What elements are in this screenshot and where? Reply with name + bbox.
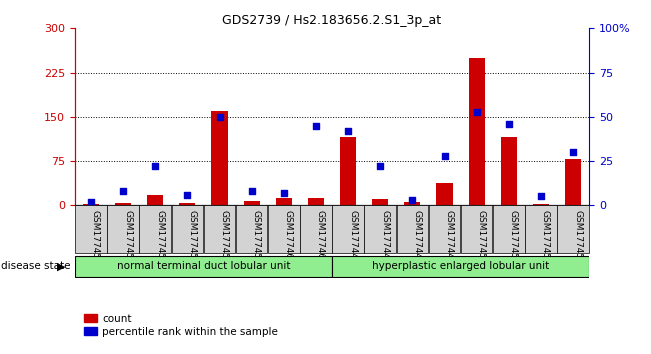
FancyBboxPatch shape <box>365 205 396 253</box>
Bar <box>179 203 195 205</box>
Text: GSM177456: GSM177456 <box>155 210 164 265</box>
Bar <box>212 111 228 205</box>
FancyBboxPatch shape <box>429 205 460 253</box>
Text: GSM177457: GSM177457 <box>187 210 197 265</box>
FancyBboxPatch shape <box>204 205 235 253</box>
Title: GDS2739 / Hs2.183656.2.S1_3p_at: GDS2739 / Hs2.183656.2.S1_3p_at <box>223 14 441 27</box>
Bar <box>436 183 452 205</box>
Text: disease state: disease state <box>1 261 71 271</box>
Bar <box>372 199 388 205</box>
FancyBboxPatch shape <box>493 205 525 253</box>
Bar <box>83 204 99 205</box>
Text: GSM177450: GSM177450 <box>477 210 486 265</box>
Point <box>311 123 321 129</box>
Point <box>343 128 353 134</box>
FancyBboxPatch shape <box>236 205 268 253</box>
FancyBboxPatch shape <box>300 205 332 253</box>
Bar <box>308 198 324 205</box>
Text: GSM177460: GSM177460 <box>284 210 293 265</box>
Point <box>214 114 225 120</box>
FancyBboxPatch shape <box>332 205 364 253</box>
Point <box>536 194 546 199</box>
Bar <box>147 195 163 205</box>
Point <box>407 197 417 203</box>
FancyBboxPatch shape <box>332 256 589 277</box>
FancyBboxPatch shape <box>139 205 171 253</box>
Text: GSM177455: GSM177455 <box>123 210 132 265</box>
FancyBboxPatch shape <box>557 205 589 253</box>
Bar <box>404 202 421 205</box>
Bar <box>115 203 131 205</box>
FancyBboxPatch shape <box>172 205 203 253</box>
Point <box>86 199 96 205</box>
Text: GSM177447: GSM177447 <box>380 210 389 265</box>
Bar <box>276 198 292 205</box>
Text: GSM177452: GSM177452 <box>541 210 550 265</box>
Point <box>182 192 193 198</box>
FancyBboxPatch shape <box>396 205 428 253</box>
Bar <box>340 137 356 205</box>
FancyBboxPatch shape <box>75 256 332 277</box>
FancyBboxPatch shape <box>107 205 139 253</box>
Text: GSM177449: GSM177449 <box>445 210 454 265</box>
FancyBboxPatch shape <box>268 205 299 253</box>
Text: GSM177446: GSM177446 <box>348 210 357 265</box>
Point <box>504 121 514 127</box>
Text: GSM177461: GSM177461 <box>316 210 325 265</box>
FancyBboxPatch shape <box>461 205 492 253</box>
Text: normal terminal duct lobular unit: normal terminal duct lobular unit <box>117 261 290 272</box>
Text: GSM177453: GSM177453 <box>573 210 582 265</box>
Point <box>118 188 128 194</box>
Bar <box>565 159 581 205</box>
Bar <box>501 137 517 205</box>
Text: GSM177454: GSM177454 <box>91 210 100 265</box>
FancyBboxPatch shape <box>75 205 107 253</box>
Point <box>375 164 385 169</box>
Text: GSM177451: GSM177451 <box>509 210 518 265</box>
Bar <box>243 201 260 205</box>
Text: GSM177448: GSM177448 <box>412 210 421 265</box>
FancyBboxPatch shape <box>525 205 557 253</box>
Text: ▶: ▶ <box>57 261 65 271</box>
Text: hyperplastic enlarged lobular unit: hyperplastic enlarged lobular unit <box>372 261 549 272</box>
Bar <box>533 204 549 205</box>
Text: GSM177459: GSM177459 <box>252 210 260 265</box>
Point <box>568 149 578 155</box>
Legend: count, percentile rank within the sample: count, percentile rank within the sample <box>80 310 282 341</box>
Point <box>279 190 289 196</box>
Point <box>247 188 257 194</box>
Point <box>471 109 482 114</box>
Point <box>439 153 450 159</box>
Bar <box>469 58 485 205</box>
Point <box>150 164 160 169</box>
Text: GSM177458: GSM177458 <box>219 210 229 265</box>
